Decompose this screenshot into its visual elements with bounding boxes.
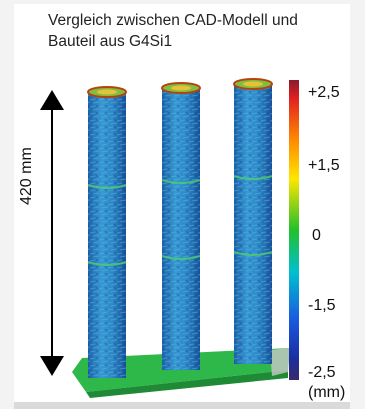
colorbar-tick-4: -1,5 [308, 297, 336, 314]
dimension-label: 420 mm [18, 147, 35, 205]
pillar-middle [161, 82, 201, 370]
colorbar-unit: (mm) [308, 384, 346, 401]
title-line-2: Bauteil aus G4Si1 [48, 33, 173, 50]
colorbar-tick-3: 0 [312, 227, 321, 244]
colorbar-tick-1: +2,5 [308, 84, 340, 101]
colorbar [289, 80, 299, 380]
pillar-left [87, 86, 127, 378]
colorbar-tick-2: +1,5 [308, 157, 340, 174]
bottom-strip [14, 402, 350, 409]
colorbar-tick-5: -2,5 [308, 364, 336, 381]
pillar-right [233, 78, 273, 364]
dimension-arrow [40, 90, 64, 376]
title-line-1: Vergleich zwischen CAD-Modell und [48, 12, 298, 29]
figure-title: Vergleich zwischen CAD-Modell und Bautei… [48, 10, 348, 52]
